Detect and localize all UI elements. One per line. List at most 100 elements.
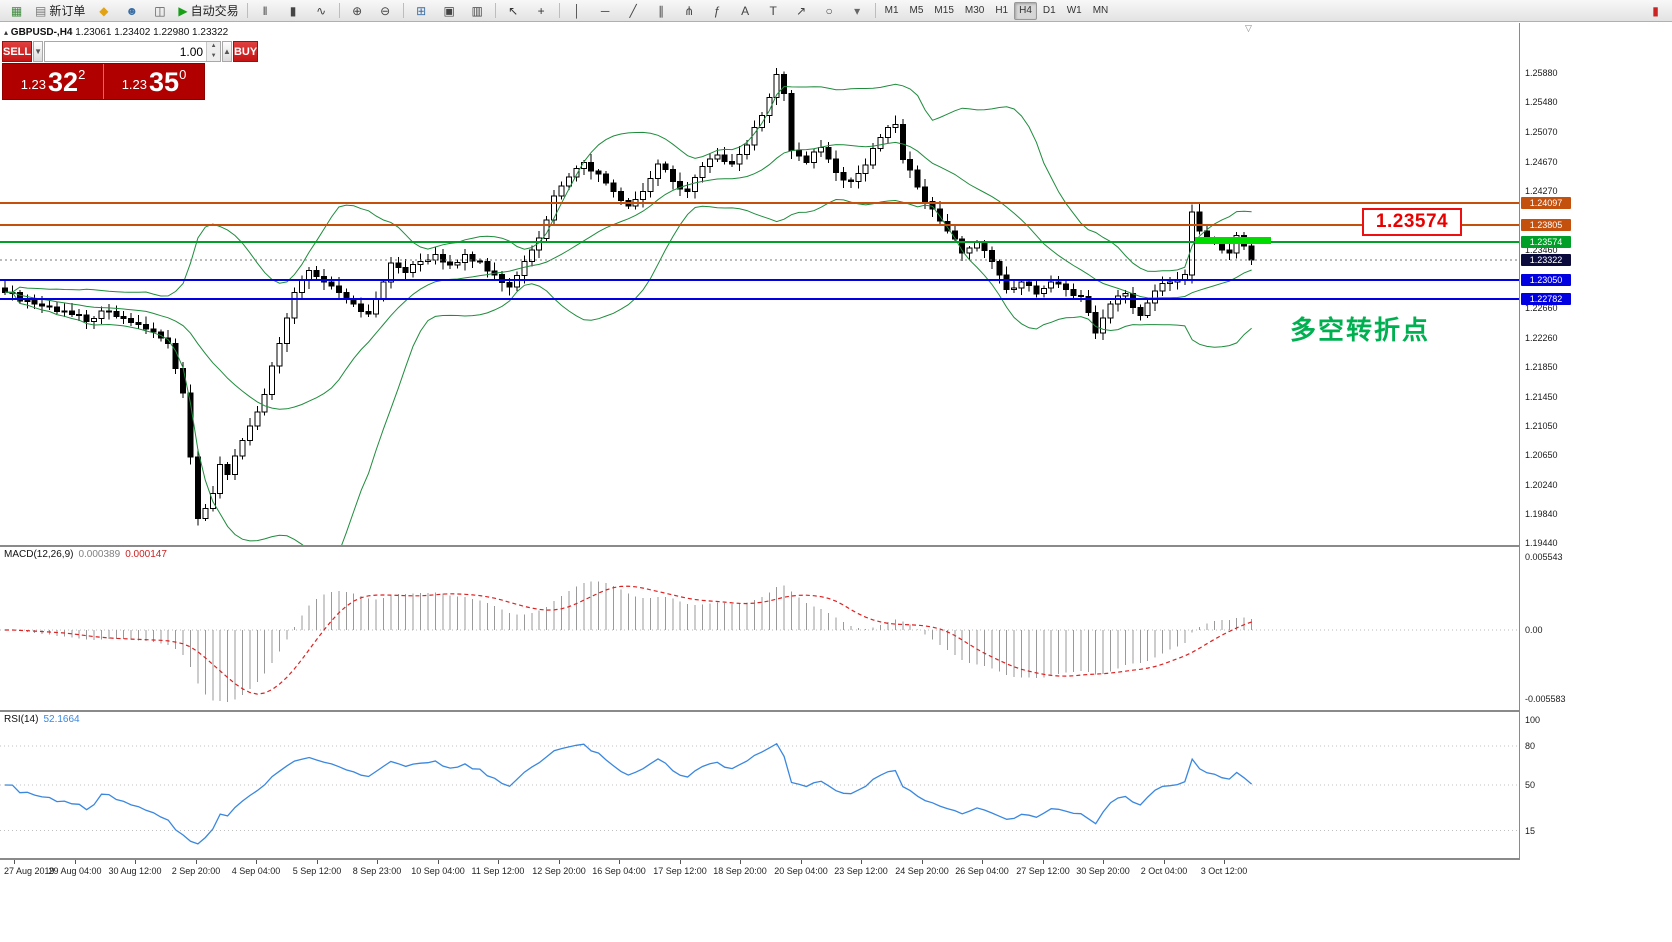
- arrow-tool-icon: ↗: [796, 3, 807, 18]
- sell-price-big: 32: [48, 67, 79, 97]
- tf-h4[interactable]: H4: [1014, 1, 1037, 20]
- auto-arrange-icon[interactable]: ▥: [464, 1, 491, 21]
- price-axis-label: 1.19840: [1525, 509, 1558, 520]
- price-axis[interactable]: 1.25880 1.25480 1.25070 1.24670 1.24270 1.234…: [1520, 23, 1672, 880]
- lot-size-input[interactable]: [45, 42, 207, 61]
- alert-icon: ◆: [99, 3, 109, 18]
- macd-axis-max: 0.005543: [1525, 552, 1563, 562]
- zoom-in-icon[interactable]: ⊕: [344, 1, 371, 21]
- time-axis[interactable]: 27 Aug 2019 29 Aug 04:00 30 Aug 12:00 2 Sep…: [0, 860, 1520, 880]
- chart-window-icon[interactable]: ◫: [146, 1, 173, 21]
- line-chart-icon: ∿: [316, 3, 327, 18]
- tf-m5[interactable]: M5: [909, 4, 924, 16]
- trendline-icon[interactable]: ╱: [620, 1, 647, 21]
- time-axis-label: 4 Sep 04:00: [231, 866, 281, 876]
- tf-d1[interactable]: D1: [1042, 4, 1056, 16]
- price-axis-label: 1.25070: [1525, 127, 1558, 138]
- price-axis-label: 1.20650: [1525, 450, 1558, 461]
- time-axis-tick: [922, 860, 923, 864]
- price-axis-label: 1.21050: [1525, 420, 1558, 431]
- text-icon[interactable]: A: [732, 1, 759, 21]
- time-axis-label: 12 Sep 20:00: [532, 866, 586, 876]
- crosshair-icon[interactable]: +: [528, 1, 555, 21]
- account-icon[interactable]: ☻: [118, 1, 145, 21]
- tf-mn[interactable]: MN: [1092, 4, 1109, 16]
- buy-options-caret[interactable]: ▲: [222, 41, 232, 62]
- sell-button[interactable]: SELL: [2, 41, 33, 62]
- lot-increment-button[interactable]: ▲: [207, 42, 221, 52]
- tf-w1[interactable]: W1: [1066, 4, 1082, 16]
- price-axis-label: 1.25880: [1525, 68, 1558, 79]
- shapes-icon[interactable]: ○: [816, 1, 843, 21]
- candlestick-chart-icon: ▮: [289, 3, 297, 18]
- horizontal-lines[interactable]: [0, 202, 1519, 300]
- fibonacci-icon[interactable]: ƒ: [704, 1, 731, 21]
- tile-windows-icon[interactable]: ⊞: [408, 1, 435, 21]
- turning-point-annotation[interactable]: 多空转折点: [1290, 315, 1431, 345]
- bar-chart-icon[interactable]: ‖: [252, 1, 279, 21]
- cursor-icon[interactable]: ↖: [500, 1, 527, 21]
- chart-window-icon: ◫: [154, 3, 166, 18]
- main-toolbar: ▦ ▤ 新订单 ◆ ☻ ◫ ▶ 自动交易 ‖ ▮ ∿ ⊕ ⊖ ⊞ ▣ ▥ ↖ + │ ─ ╱ ∥ ⋔ ƒ A T ↗ ○ ▾ M1 M5 M1…: [0, 0, 1672, 22]
- time-axis-label: 18 Sep 20:00: [713, 866, 767, 876]
- panel-separator-2[interactable]: [0, 710, 1672, 712]
- main-chart-panel[interactable]: [0, 23, 1519, 545]
- resistance-line-1-tag: 1.24097: [1521, 197, 1571, 210]
- draw-more-caret[interactable]: ▾: [844, 1, 871, 21]
- notification-icon[interactable]: ▮: [1642, 1, 1669, 21]
- candlestick-chart-icon[interactable]: ▮: [280, 1, 307, 21]
- candles: [2, 67, 1255, 526]
- autotrading-button-label: 自动交易: [190, 4, 239, 18]
- time-axis-tick: [498, 860, 499, 864]
- alert-icon[interactable]: ◆: [90, 1, 117, 21]
- candlestick-chart[interactable]: [0, 23, 1519, 545]
- macd-chart[interactable]: [0, 547, 1519, 710]
- chart-shift-marker[interactable]: ▽: [1245, 23, 1252, 33]
- buy-button[interactable]: BUY: [232, 41, 259, 62]
- cascade-windows-icon: ▣: [443, 3, 455, 18]
- price-callout-box[interactable]: 1.23574: [1362, 208, 1462, 236]
- highlight-segment[interactable]: [1195, 237, 1271, 244]
- autotrading-button[interactable]: ▶ 自动交易: [174, 1, 242, 21]
- rsi-chart[interactable]: [0, 712, 1519, 858]
- label-icon[interactable]: T: [760, 1, 787, 21]
- lot-size-field: ▲ ▼: [44, 41, 222, 62]
- rsi-indicator-panel[interactable]: [0, 712, 1519, 858]
- sell-options-caret[interactable]: ▼: [33, 41, 44, 62]
- arrow-tool-icon[interactable]: ↗: [788, 1, 815, 21]
- tf-m1[interactable]: M1: [884, 4, 899, 16]
- fibonacci-icon: ƒ: [713, 3, 721, 18]
- panel-separator-1[interactable]: [0, 545, 1672, 547]
- chart-info-icon: ▴: [4, 28, 9, 37]
- vertical-line-icon[interactable]: │: [564, 1, 591, 21]
- tf-m15[interactable]: M15: [934, 4, 954, 16]
- horizontal-line-icon[interactable]: ─: [592, 1, 619, 21]
- lot-decrement-button[interactable]: ▼: [207, 51, 221, 61]
- new-order-button-label: 新订单: [49, 4, 86, 18]
- sell-price-quote[interactable]: 1.23 32 2: [3, 64, 103, 99]
- time-axis-label: 23 Sep 12:00: [834, 866, 888, 876]
- trendline-icon: ╱: [629, 3, 637, 18]
- price-axis-label: 1.22660: [1525, 303, 1558, 314]
- resistance-line-2-tag: 1.23805: [1521, 218, 1571, 231]
- cascade-windows-icon[interactable]: ▣: [436, 1, 463, 21]
- time-axis-tick: [438, 860, 439, 864]
- zoom-out-icon[interactable]: ⊖: [372, 1, 399, 21]
- tf-h1[interactable]: H1: [995, 4, 1009, 16]
- chart-symbol-info: ▴ GBPUSD-,H4 1.23061 1.23402 1.22980 1.2…: [4, 27, 228, 38]
- charts-icon[interactable]: ▦: [3, 1, 30, 21]
- tf-m30[interactable]: M30: [964, 4, 985, 16]
- line-chart-icon[interactable]: ∿: [308, 1, 335, 21]
- toolbar-separator: [494, 3, 496, 18]
- time-axis-tick: [135, 860, 136, 864]
- macd-signal-value: 0.000147: [125, 549, 167, 560]
- time-axis-tick: [1224, 860, 1225, 864]
- time-axis-tick: [14, 860, 15, 864]
- new-order-button[interactable]: ▤ 新订单: [31, 1, 89, 21]
- pitchfork-icon[interactable]: ⋔: [676, 1, 703, 21]
- time-axis-tick: [982, 860, 983, 864]
- macd-indicator-panel[interactable]: [0, 547, 1519, 710]
- macd-name: MACD(12,26,9): [4, 549, 74, 560]
- buy-price-quote[interactable]: 1.23 35 0: [104, 64, 204, 99]
- channel-icon[interactable]: ∥: [648, 1, 675, 21]
